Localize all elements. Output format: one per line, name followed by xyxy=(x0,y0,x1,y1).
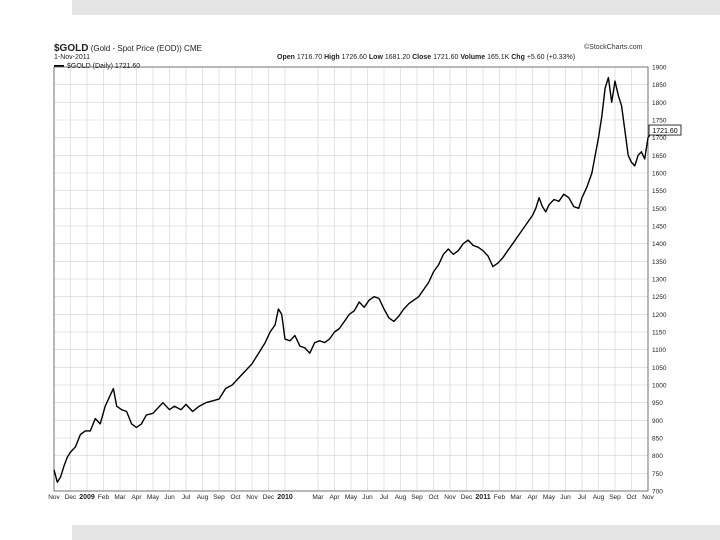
close-label: Close xyxy=(412,54,432,61)
x-tick-label: Mar xyxy=(510,494,522,501)
x-tick-label: Nov xyxy=(444,494,456,501)
x-tick-label: Jul xyxy=(182,494,191,501)
y-tick-label: 1050 xyxy=(652,365,667,372)
y-tick-label: 1150 xyxy=(652,330,666,337)
y-tick-label: 1600 xyxy=(652,171,667,178)
y-tick-label: 1800 xyxy=(652,100,667,107)
y-tick-label: 1500 xyxy=(652,206,667,213)
y-tick-label: 1450 xyxy=(652,224,667,231)
chart-title: $GOLD (Gold - Spot Price (EOD)) CME xyxy=(54,43,202,54)
x-tick-label: Mar xyxy=(114,494,126,501)
y-tick-label: 1250 xyxy=(652,294,667,301)
x-tick-label: Feb xyxy=(494,494,506,501)
volume-value: 165.1K xyxy=(487,54,510,61)
chart-symbol: $GOLD xyxy=(54,43,89,54)
chart-description: (Gold - Spot Price (EOD)) CME xyxy=(90,44,202,53)
price-line xyxy=(53,76,654,483)
plot-frame xyxy=(53,66,649,492)
y-tick-label: 1350 xyxy=(652,259,667,266)
x-tick-label: Nov xyxy=(642,494,654,501)
y-tick-label: 1550 xyxy=(652,188,667,195)
x-tick-label: Jun xyxy=(560,494,571,501)
y-tick-label: 1900 xyxy=(652,65,667,72)
x-tick-label: Aug xyxy=(593,494,605,501)
x-tick-label: Nov xyxy=(246,494,258,501)
x-tick-label: May xyxy=(147,494,160,501)
chart-date: 1-Nov-2011 xyxy=(54,54,91,61)
x-tick-label: Dec xyxy=(461,494,473,501)
x-tick-label: Jul xyxy=(578,494,587,501)
x-tick-label: Jul xyxy=(380,494,389,501)
x-tick-label: Apr xyxy=(131,494,142,501)
y-tick-label: 1400 xyxy=(652,241,667,248)
volume-label: Volume xyxy=(460,54,486,61)
x-tick-label: May xyxy=(345,494,358,501)
x-tick-label: Mar xyxy=(312,494,324,501)
x-tick-label: Oct xyxy=(626,494,636,501)
low-value: 1681.20 xyxy=(384,54,411,61)
high-value: 1726.60 xyxy=(341,54,367,61)
x-tick-label: Jun xyxy=(362,494,373,501)
x-tick-label: Sep xyxy=(609,494,621,501)
y-tick-label: 1000 xyxy=(652,383,667,390)
x-tick-label: Apr xyxy=(329,494,340,501)
y-tick-label: 900 xyxy=(652,418,663,425)
chart-legend: $GOLD (Daily) 1721.60 xyxy=(54,63,140,70)
low-label: Low xyxy=(368,54,383,61)
x-tick-label: May xyxy=(543,494,556,501)
x-tick-label: Apr xyxy=(527,494,538,501)
x-tick-label: Aug xyxy=(395,494,407,501)
open-label: Open xyxy=(277,54,295,61)
last-value-label: 1721.60 xyxy=(652,128,677,135)
open-value: 1716.70 xyxy=(296,54,323,61)
x-tick-label: 2011 xyxy=(475,494,490,501)
y-tick-label: 850 xyxy=(652,436,663,443)
top-decorative-band xyxy=(72,0,720,15)
y-tick-label: 700 xyxy=(652,489,663,496)
y-tick-label: 1100 xyxy=(652,347,666,354)
x-tick-label: Dec xyxy=(65,494,77,501)
x-tick-label: 2009 xyxy=(79,494,95,501)
y-tick-label: 950 xyxy=(652,400,663,407)
ohlc-summary: Open 1716.70 High 1726.60 Low 1681.20 Cl… xyxy=(277,54,575,61)
x-tick-label: Oct xyxy=(428,494,438,501)
bottom-decorative-band xyxy=(72,525,720,540)
y-tick-label: 750 xyxy=(652,471,663,478)
last-value-tag xyxy=(648,124,682,136)
x-tick-label: Aug xyxy=(197,494,209,501)
legend-swatch xyxy=(54,65,64,68)
y-tick-label: 1200 xyxy=(652,312,667,319)
close-value: 1721.60 xyxy=(433,54,459,61)
x-tick-label: Feb xyxy=(98,494,110,501)
y-tick-label: 1650 xyxy=(652,153,667,160)
high-label: High xyxy=(324,54,340,61)
x-tick-label: Oct xyxy=(230,494,240,501)
legend-label: $GOLD (Daily) 1721.60 xyxy=(67,63,141,70)
y-tick-label: 1850 xyxy=(652,82,667,89)
x-tick-label: Dec xyxy=(263,494,275,501)
chg-label: Chg xyxy=(511,54,525,61)
chg-value: +5.60 (+0.33%) xyxy=(526,54,576,61)
x-tick-label: Sep xyxy=(411,494,423,501)
y-tick-label: 1300 xyxy=(652,277,667,284)
x-tick-label: Jun xyxy=(164,494,175,501)
y-tick-label: 1700 xyxy=(652,135,667,142)
y-tick-label: 800 xyxy=(652,453,663,460)
x-tick-label: Sep xyxy=(213,494,225,501)
x-tick-label: 2010 xyxy=(277,494,293,501)
brand-label: ©StockCharts.com xyxy=(584,44,643,51)
y-tick-label: 1750 xyxy=(652,118,667,125)
x-tick-label: Nov xyxy=(48,494,60,501)
